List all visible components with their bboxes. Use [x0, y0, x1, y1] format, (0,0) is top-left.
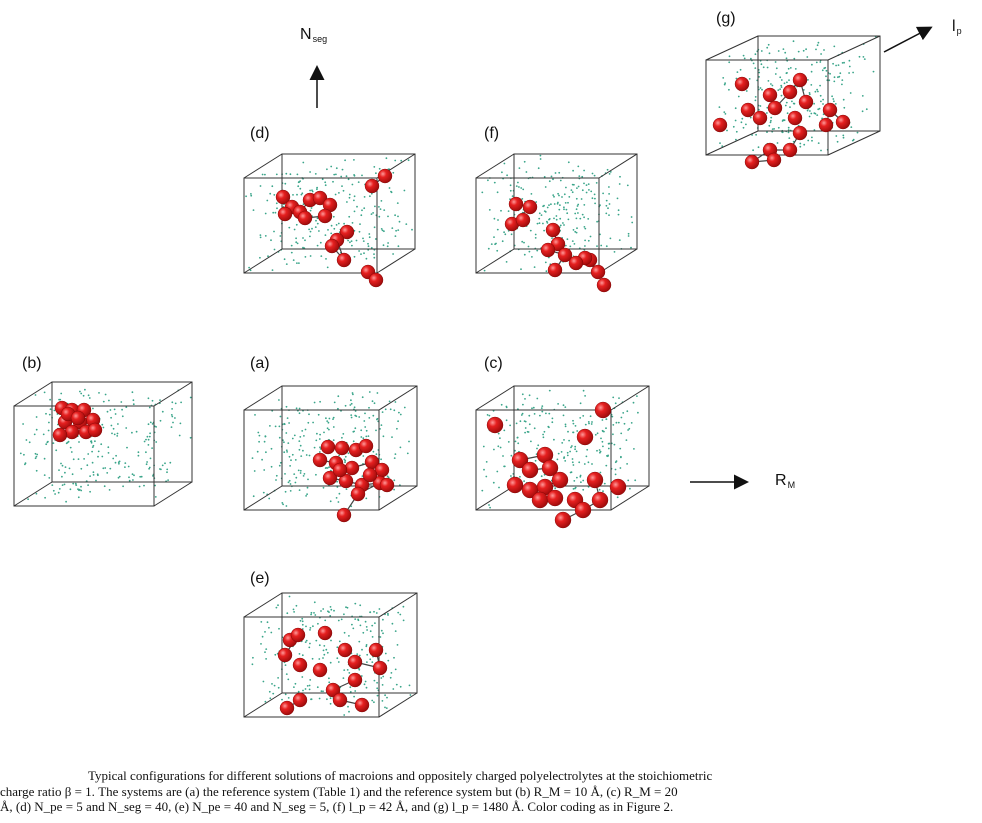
panel-label-b: (b)	[22, 355, 42, 372]
axis-label-lp-sub: p	[956, 26, 962, 36]
caption-line-2: charge ratio β = 1. The systems are (a) …	[0, 783, 678, 799]
panel-label-f: (f)	[484, 125, 500, 142]
axis-label-rm-main: R	[775, 472, 787, 489]
axis-label-nseg-main: N	[300, 26, 312, 43]
simulation-box-e	[243, 592, 418, 718]
panel-label-g: (g)	[716, 10, 736, 27]
simulation-box-d	[243, 153, 416, 288]
panel-label-d: (d)	[250, 125, 270, 142]
simulation-box-b	[13, 381, 193, 507]
caption-line-3: Å, (d) N_pe = 5 and N_seg = 40, (e) N_pe…	[0, 799, 674, 814]
axis-label-nseg-sub: seg	[312, 34, 328, 44]
caption-line-1: Typical configurations for different sol…	[88, 768, 713, 783]
axis-label-nseg: Nseg	[300, 26, 327, 44]
lp-arrow	[883, 26, 933, 53]
simulation-box-a	[243, 385, 418, 523]
simulation-box-f	[475, 153, 638, 293]
simulation-box-g	[705, 35, 881, 170]
figure-caption: Typical configurations for different sol…	[0, 768, 982, 820]
axis-label-rm: RM	[775, 472, 795, 490]
simulation-box-c	[475, 385, 650, 529]
configurations-figure	[13, 26, 933, 718]
axis-label-rm-sub: M	[787, 480, 796, 490]
panel-label-c: (c)	[484, 355, 503, 372]
panel-label-e: (e)	[250, 570, 270, 587]
panel-label-a: (a)	[250, 355, 270, 372]
axis-label-lp: lp	[952, 18, 962, 36]
axis-label-lp-main: l	[952, 18, 956, 35]
